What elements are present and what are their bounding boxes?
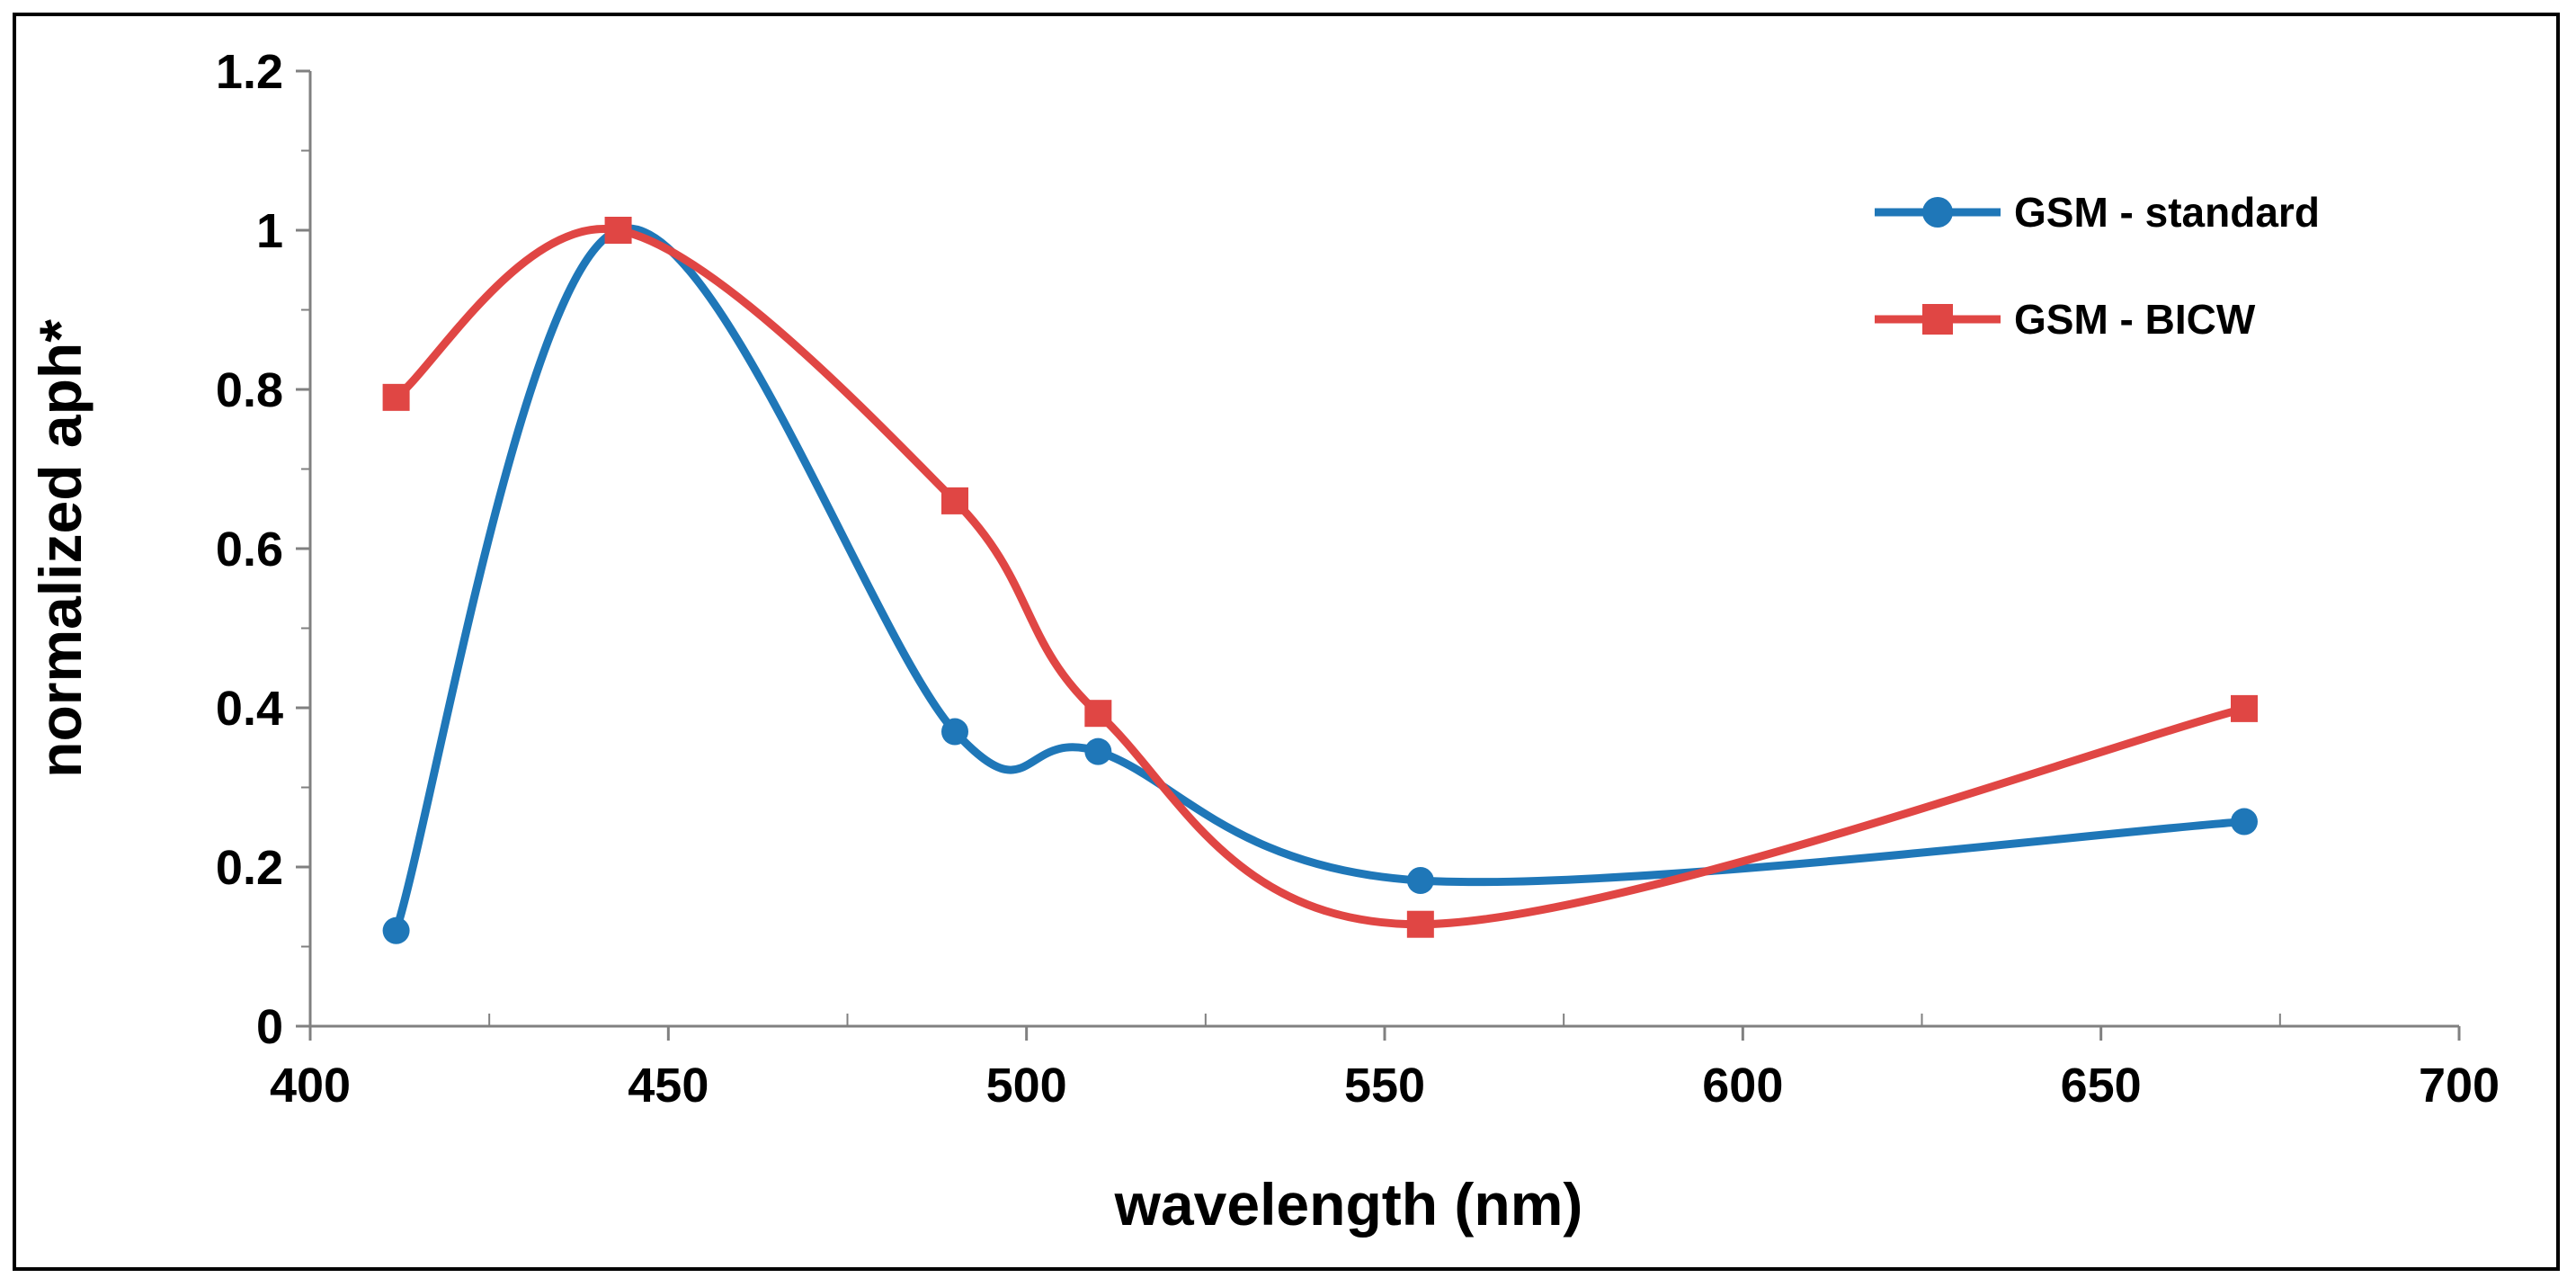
legend-label: GSM - standard [2014, 189, 2320, 236]
series-line-2 [392, 225, 2249, 929]
x-tick-label: 700 [2419, 1059, 2500, 1113]
x-tick-label: 500 [986, 1059, 1067, 1113]
x-tick-label: 550 [1344, 1059, 1425, 1113]
y-tick-label: 1 [256, 204, 283, 258]
y-tick-label: 0.8 [216, 363, 283, 417]
series-markers [382, 217, 2258, 944]
data-point-square [941, 487, 968, 514]
data-point-circle [2231, 808, 2258, 836]
legend-marker-square [1922, 304, 1953, 335]
data-point-square [1406, 910, 1434, 938]
data-point-square [604, 217, 632, 244]
data-point-square [2231, 694, 2258, 722]
series-line-1 [392, 224, 2249, 935]
y-tick-label: 0.6 [216, 523, 283, 576]
y-axis-title: normalized aph* [27, 319, 94, 778]
legend-label: GSM - BICW [2014, 296, 2256, 343]
x-axis-title: wavelength (nm) [1114, 1171, 1583, 1238]
data-point-circle [382, 916, 410, 944]
data-point-square [382, 383, 410, 411]
y-tick-label: 0.4 [216, 682, 283, 736]
series-lines [392, 224, 2249, 935]
y-tick-label: 1.2 [216, 45, 283, 99]
data-point-circle [941, 718, 968, 746]
y-tick-label: 0.2 [216, 841, 283, 895]
axes [296, 69, 2461, 1041]
legend-marker-circle [1922, 197, 1953, 228]
legend: GSM - standard GSM - BICW [1875, 189, 2320, 343]
x-tick-label: 450 [628, 1059, 709, 1113]
data-point-square [1084, 700, 1112, 728]
x-tick-label: 600 [1702, 1059, 1783, 1113]
data-point-circle [1406, 867, 1434, 895]
x-tick-label: 400 [270, 1059, 351, 1113]
x-tick-label: 650 [2061, 1059, 2142, 1113]
tick-labels: 0 0.2 0.4 0.6 0.8 1 1.2 400 450 500 550 600 650 700 [216, 45, 2500, 1113]
chart-frame [13, 13, 2560, 1271]
y-tick-label: 0 [256, 1000, 283, 1054]
data-point-circle [1084, 737, 1112, 765]
